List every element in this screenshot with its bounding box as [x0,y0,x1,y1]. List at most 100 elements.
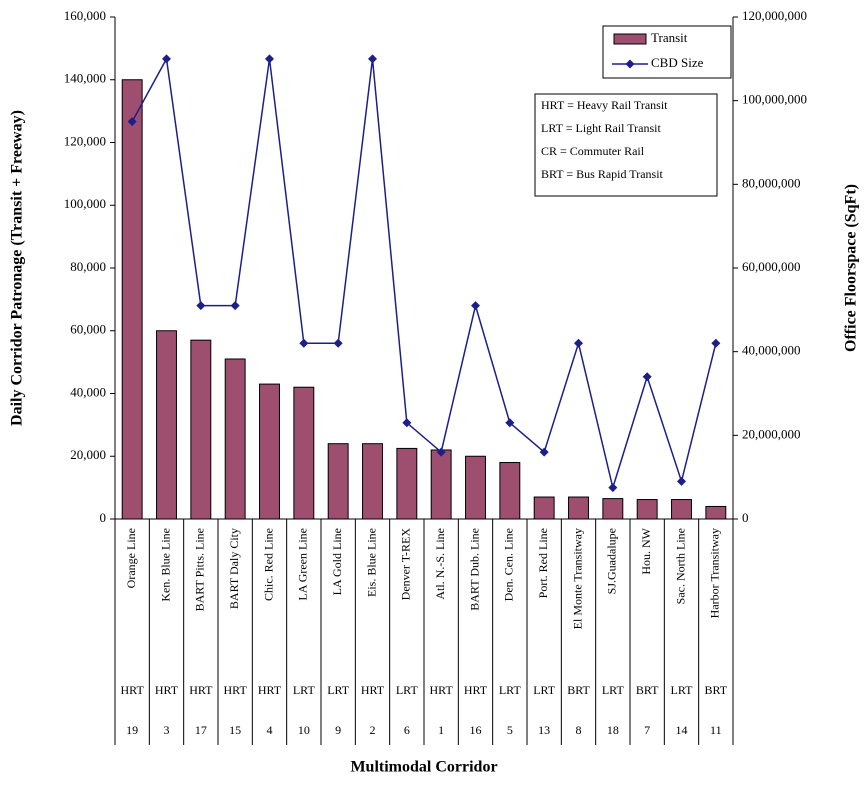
y2-tick-label: 100,000,000 [742,92,807,107]
marker [436,447,446,457]
x-tick-label: BART Daly City [227,528,241,609]
marker [471,301,480,311]
x-tick-label: SJ.Guadalupe [605,528,619,594]
corridor-id: 2 [370,723,376,737]
y-axis-title: Daily Corridor Patronage (Transit + Free… [9,110,26,426]
y-tick-label: 80,000 [70,259,106,274]
corridor-type: LRT [396,683,419,697]
y-tick-label: 20,000 [70,447,106,462]
x-tick-label: Chic. Red Line [261,528,275,601]
bar [259,383,280,520]
marker [333,338,343,348]
x-tick-label: Atl. N.-S. Line [433,528,447,600]
corridor-id: 1 [438,723,444,737]
marker [642,372,652,382]
x-tick-label: Ken. Blue Line [158,528,172,602]
corridor-id: 15 [229,723,241,737]
y-tick-label: 120,000 [64,133,106,148]
corridor-type: HRT [258,683,282,697]
bar [671,499,692,520]
x-tick-label: Harbor Transitway [708,528,722,618]
y2-tick-label: 60,000,000 [742,259,801,274]
x-tick-label: BART Pitts. Line [193,528,207,611]
notes-box [534,93,718,197]
corridor-id: 5 [507,723,513,737]
legend-label: CBD Size [651,55,704,70]
legend-marker [625,59,635,69]
marker [127,117,137,127]
x-tick-label: Sac. North Line [673,528,687,604]
marker [368,54,377,64]
corridor-id: 8 [576,723,582,737]
bar [705,505,727,520]
marker [574,338,583,348]
corridor-id: 14 [676,723,688,737]
bar [465,455,486,520]
marker [265,54,274,64]
corridor-type: LRT [671,683,694,697]
marker [608,483,618,493]
y2-tick-label: 20,000,000 [742,426,801,441]
corridor-type: HRT [121,683,145,697]
marker [162,54,171,64]
corridor-type: HRT [464,683,488,697]
note: BRT = Bus Rapid Transit [541,167,664,181]
x-tick-label: Denver T-REX [399,528,413,601]
corridor-id: 4 [267,723,273,737]
bar [430,449,452,520]
corridor-type: BRT [636,683,659,697]
bar [121,79,143,520]
corridor-id: 18 [607,723,619,737]
corridor-id: 9 [335,723,341,737]
y-tick-label: 0 [100,510,107,525]
x-tick-label: Den. Cen. Line [502,528,516,601]
legend-swatch [613,33,647,45]
corridor-type: LRT [499,683,522,697]
corridor-id: 10 [298,723,310,737]
marker [299,338,309,348]
corridor-type: HRT [361,683,385,697]
marker [230,301,240,311]
x-tick-label: El Monte Transitway [570,528,584,629]
marker [505,418,515,428]
x-tick-label: LA Gold Line [330,528,344,595]
corridor-type: HRT [430,683,454,697]
corridor-id: 17 [195,723,207,737]
corridor-id: 7 [644,723,650,737]
y-tick-label: 40,000 [70,384,106,399]
bar [602,498,624,520]
marker [402,418,412,428]
corridor-id: 19 [126,723,138,737]
bar [362,443,383,520]
x-tick-label: Orange Line [124,528,138,588]
corridor-id: 6 [404,723,410,737]
legend-label: Transit [651,30,688,45]
x-tick-label: Hou. NW [639,527,653,574]
x-tick-label: LA Green Line [296,528,310,601]
y-tick-label: 100,000 [64,196,106,211]
corridor-id: 3 [164,723,170,737]
y2-tick-label: 80,000,000 [742,175,801,190]
marker [711,338,721,348]
y-tick-label: 140,000 [64,71,106,86]
y-tick-label: 160,000 [64,8,106,23]
y2-tick-label: 120,000,000 [742,8,807,23]
y2-axis-title: Office Floorspace (SqFt) [843,184,860,352]
bar [396,447,418,520]
note: LRT = Light Rail Transit [541,121,662,135]
x-tick-label: BART Dub. Line [467,528,481,611]
marker [196,301,206,311]
corridor-type: BRT [567,683,590,697]
bar [499,462,521,520]
marker [677,476,686,486]
x-axis-title: Multimodal Corridor [350,759,497,776]
corridor-id: 11 [710,723,722,737]
y2-tick-label: 0 [742,510,749,525]
note: HRT = Heavy Rail Transit [541,98,668,112]
corridor-type: BRT [705,683,728,697]
corridor-id: 13 [538,723,550,737]
x-tick-label: Eis. Blue Line [364,528,378,597]
corridor-type: LRT [602,683,625,697]
corridor-type: HRT [189,683,213,697]
